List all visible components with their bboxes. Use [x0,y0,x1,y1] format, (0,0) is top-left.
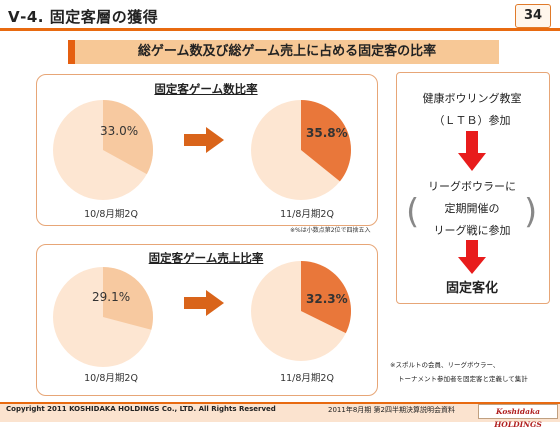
period-label: 11/8月期2Q [280,209,334,220]
footnote-line: トーナメント参加者を固定客と定義して集計 [398,375,528,383]
pie-percent-label: 29.1% [92,290,131,304]
arrow-down-icon [458,131,486,171]
pie-chart-before [53,267,154,367]
pie-chart-after [251,100,351,200]
flow-step-league: リーグボウラーに [428,180,516,193]
footnote-line: ※スポルトの会員、リーグボウラー、 [390,361,500,369]
copyright-text: Copyright 2011 KOSHIDAKA HOLDINGS Co., L… [6,405,276,413]
pie-chart-before [53,100,154,200]
header-divider [0,28,560,31]
section-banner: 総ゲーム数及び総ゲーム売上に占める固定客の比率 [68,40,499,64]
flow-step-ltb-join: （ＬＴＢ）参加 [433,114,511,127]
bracket-left-icon: ( [406,192,420,232]
definition-footnote: ※スポルトの会員、リーグボウラー、 トーナメント参加者を固定客と定義して集計 [390,358,560,386]
bracket-right-icon: ) [524,192,538,232]
pie-chart-after [251,261,351,361]
pie-slice-fixed [103,100,154,175]
company-logo: Koshidaka HOLDINGS [478,404,558,429]
period-label: 11/8月期2Q [280,373,334,384]
rounding-note: ※%は小数点第2位で四捨五入 [290,227,371,234]
footer-bar [0,402,560,422]
pie-percent-label: 33.0% [100,124,139,138]
flow-result: 固定客化 [445,281,498,296]
page-number: 34 [515,4,551,28]
report-name: 2011年8月期 第2四半期決算説明会資料 [328,406,455,414]
arrow-right-icon [184,290,224,316]
flow-step-ltb: 健康ボウリング教室 [422,92,522,105]
pie-slice-fixed [301,100,351,182]
period-label: 10/8月期2Q [84,209,138,220]
arrow-right-icon [184,127,224,153]
pie-percent-label: 32.3% [306,292,348,306]
period-label: 10/8月期2Q [84,373,138,384]
page-title: Ⅴ-4. 固定客層の獲得 [8,8,159,26]
flow-step-regular: 定期開催の [444,202,500,215]
pie-slice-fixed [103,267,154,330]
pie-percent-label: 35.8% [306,126,348,140]
flow-step-league-join: リーグ戦に参加 [433,224,511,237]
pie-slice-fixed [301,261,351,334]
panel-title: 固定客ゲーム売上比率 [148,251,264,265]
arrow-down-icon [458,240,486,274]
panel-title: 固定客ゲーム数比率 [154,82,258,96]
